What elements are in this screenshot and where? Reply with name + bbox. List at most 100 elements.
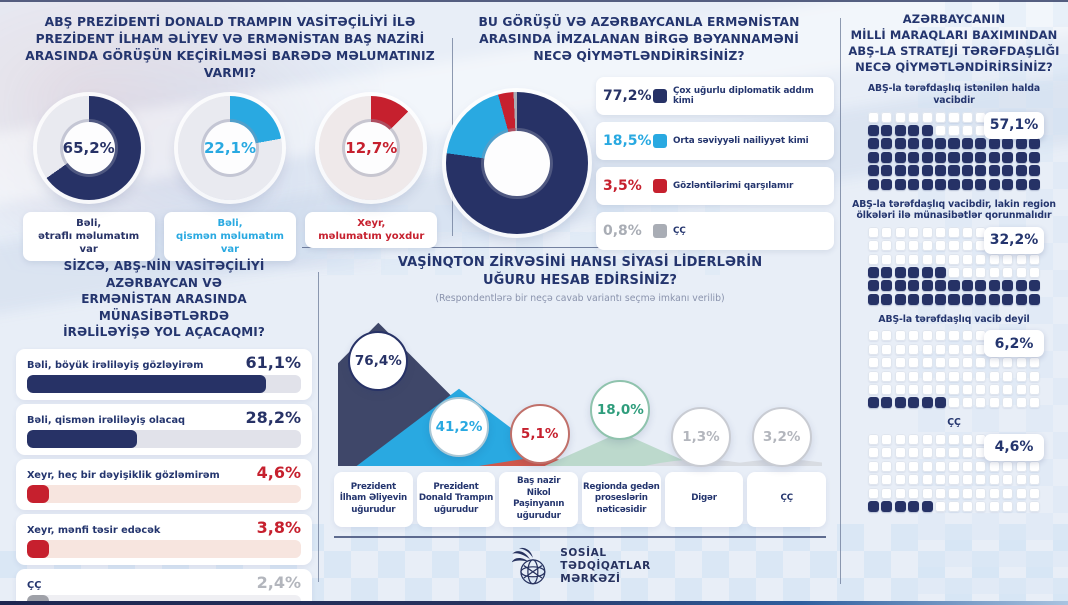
waffle-cell [1028, 500, 1040, 512]
waffle-cell [948, 240, 960, 252]
waffle-cell [1002, 178, 1014, 190]
waffle-cell [988, 267, 1000, 278]
waffle-cell [921, 226, 933, 238]
waffle-cell [1015, 383, 1027, 395]
waffle-cell [1002, 280, 1014, 292]
summit-value-badge: 3,2% [751, 407, 812, 468]
waffle-cell [881, 178, 893, 190]
waffle-cell [1015, 151, 1027, 163]
waffle-cell [894, 383, 906, 395]
waffle-cell [1028, 293, 1040, 305]
declaration-donut-wrap [444, 92, 590, 235]
waffle-cell [908, 447, 920, 459]
waffle-cell [881, 397, 893, 409]
summit-svg [338, 322, 822, 466]
waffle-cell [1002, 267, 1014, 278]
legend-row: 3,5% Gözləntilərimi qarşılamır [596, 166, 834, 205]
waffle-cell [868, 253, 880, 265]
declaration-donut-chart [446, 92, 588, 235]
waffle-cell [921, 343, 933, 355]
waffle-cell [921, 151, 933, 163]
waffle-cell [908, 178, 920, 190]
waffle-cell [868, 178, 880, 190]
waffle-cell [868, 433, 880, 445]
summit-mountain-chart: 76,4% 41,2% 5,1% 18,0% 1,3% 3,2% [338, 308, 822, 468]
waffle-cell [975, 280, 987, 292]
waffle-cell [948, 447, 960, 459]
divider-bottom-left-middle [318, 272, 319, 582]
waffle-grid-wrap: 32,2% [868, 226, 1044, 305]
waffle-cell [921, 370, 933, 382]
waffle-value-box: 6,2% [984, 330, 1044, 358]
progress-bar-card: Bəli, böyük irəliləyiş gözləyirəm 61,1% [16, 348, 312, 400]
waffle-cell [921, 433, 933, 445]
logo-line-2: TƏDQİQATLAR [560, 560, 651, 573]
waffle-cell [975, 151, 987, 163]
waffle-cell [921, 293, 933, 305]
progress-bar-track [27, 484, 301, 503]
awareness-donut-chart: 12,7% [319, 95, 424, 200]
waffle-cell [988, 383, 1000, 395]
waffle-cell [1015, 487, 1027, 499]
waffle-cell [868, 165, 880, 177]
waffle-cell [1015, 178, 1027, 190]
waffle-cell [908, 460, 920, 472]
summit-value-badge: 1,3% [671, 407, 731, 468]
waffle-group: ÇÇ 4,6% [848, 417, 1060, 512]
awareness-donut-label: Bəli, ətraflı məlumatım var [22, 211, 155, 261]
waffle-cell [1028, 460, 1040, 472]
waffle-cell [921, 165, 933, 177]
legend-label: Orta səviyyəli nailiyyət kimi [673, 135, 809, 146]
waffle-cell [988, 293, 1000, 305]
waffle-cell [868, 125, 880, 137]
summit-category-label: Digər [664, 471, 744, 527]
waffle-cell [894, 357, 906, 369]
waffle-cell [1002, 293, 1014, 305]
waffle-cell [868, 226, 880, 238]
waffle-group-label: ABŞ-la tərəfdaşlıq vacib deyil [878, 313, 1030, 325]
waffle-cell [948, 383, 960, 395]
waffle-list: ABŞ-la tərəfdaşlıq istənilən halda vacib… [848, 83, 1060, 512]
waffle-group: ABŞ-la tərəfdaşlıq vacib deyil 6,2% [848, 314, 1060, 409]
waffle-cell [881, 125, 893, 137]
waffle-cell [935, 125, 947, 137]
stm-logo-text: SOSİAL TƏDQİQATLAR MƏRKƏZİ [560, 547, 651, 586]
waffle-cell [908, 370, 920, 382]
waffle-cell [1002, 474, 1014, 486]
waffle-cell [935, 111, 947, 123]
waffle-cell [921, 460, 933, 472]
summit-category-label: Baş nazir Nikol Paşinyanın uğurudur [499, 471, 579, 527]
waffle-cell [988, 474, 1000, 486]
waffle-cell [881, 240, 893, 252]
waffle-cell [894, 178, 906, 190]
waffle-cell [1028, 138, 1040, 150]
waffle-cell [881, 330, 893, 342]
waffle-cell [908, 383, 920, 395]
waffle-cell [988, 460, 1000, 472]
waffle-grid-wrap: 4,6% [868, 433, 1044, 512]
waffle-cell [935, 267, 947, 278]
waffle-cell [1002, 151, 1014, 163]
waffle-cell [961, 383, 973, 395]
waffle-cell [961, 240, 973, 252]
waffle-cell [921, 397, 933, 409]
waffle-cell [935, 397, 947, 409]
waffle-cell [988, 397, 1000, 409]
waffle-cell [894, 447, 906, 459]
waffle-cell [921, 125, 933, 137]
waffle-cell [961, 343, 973, 355]
waffle-cell [948, 330, 960, 342]
waffle-grid-wrap: 57,1% [868, 111, 1044, 190]
summit-category-label: ÇÇ [747, 471, 827, 527]
waffle-cell [961, 267, 973, 278]
progress-bar-card: Xeyr, heç bir dəyişiklik gözləmirəm 4,6% [16, 458, 312, 510]
progress-bar-fill [27, 484, 49, 503]
progress-bar-label: Bəli, qismən irəliləyiş olacaq [27, 414, 186, 426]
legend-row: 0,8% ÇÇ [596, 211, 834, 250]
waffle-cell [961, 397, 973, 409]
waffle-cell [975, 240, 987, 252]
waffle-cell [948, 253, 960, 265]
waffle-cell [1015, 138, 1027, 150]
waffle-cell [988, 487, 1000, 499]
panel-title-meeting-awareness: ABŞ PREZİDENTİ DONALD TRAMPIN VASİTƏÇİLİ… [25, 15, 435, 80]
